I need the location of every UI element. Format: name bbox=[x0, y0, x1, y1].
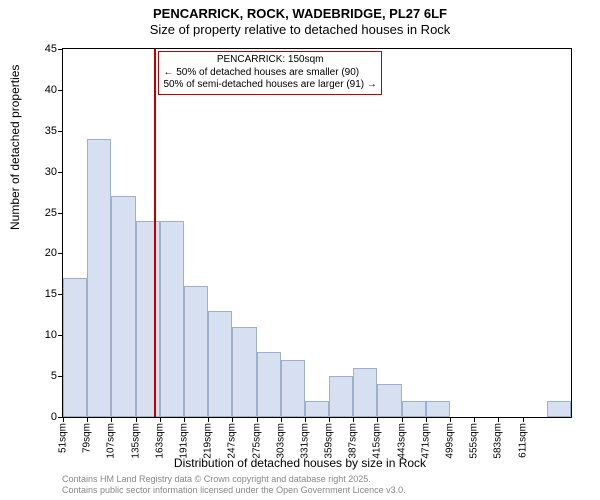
x-tick-mark bbox=[257, 417, 258, 422]
attribution-line: Contains public sector information licen… bbox=[62, 485, 406, 496]
x-tick-label: 275sqm bbox=[251, 423, 262, 459]
x-tick-label: 247sqm bbox=[227, 423, 238, 459]
x-tick-mark bbox=[498, 417, 499, 422]
y-tick-mark bbox=[58, 172, 63, 173]
histogram-bar bbox=[63, 278, 87, 417]
y-tick-mark bbox=[58, 253, 63, 254]
x-tick-mark bbox=[329, 417, 330, 422]
y-axis-label: Number of detached properties bbox=[8, 65, 22, 230]
chart-container: PENCARRICK, ROCK, WADEBRIDGE, PL27 6LF S… bbox=[0, 0, 600, 500]
x-tick-label: 79sqm bbox=[82, 423, 93, 453]
histogram-bar bbox=[87, 139, 111, 417]
x-tick-label: 191sqm bbox=[178, 423, 189, 459]
x-tick-label: 415sqm bbox=[372, 423, 383, 459]
x-tick-label: 163sqm bbox=[154, 423, 165, 459]
x-tick-label: 583sqm bbox=[493, 423, 504, 459]
x-axis-label: Distribution of detached houses by size … bbox=[0, 456, 600, 470]
histogram-bar bbox=[353, 368, 377, 417]
annotation-box: PENCARRICK: 150sqm← 50% of detached hous… bbox=[158, 51, 381, 95]
histogram-bar bbox=[281, 360, 305, 417]
y-tick-mark bbox=[58, 131, 63, 132]
x-tick-mark bbox=[377, 417, 378, 422]
x-tick-mark bbox=[305, 417, 306, 422]
x-tick-mark bbox=[281, 417, 282, 422]
y-tick-mark bbox=[58, 49, 63, 50]
annotation-line: PENCARRICK: 150sqm bbox=[163, 54, 376, 67]
histogram-bar bbox=[160, 221, 184, 417]
attribution-text: Contains HM Land Registry data © Crown c… bbox=[62, 474, 406, 496]
x-tick-mark bbox=[208, 417, 209, 422]
x-tick-label: 471sqm bbox=[420, 423, 431, 459]
reference-line bbox=[154, 49, 156, 417]
histogram-bar bbox=[208, 311, 232, 417]
histogram-bar bbox=[136, 221, 160, 417]
title-block: PENCARRICK, ROCK, WADEBRIDGE, PL27 6LF S… bbox=[0, 0, 600, 37]
x-tick-label: 303sqm bbox=[275, 423, 286, 459]
x-tick-label: 331sqm bbox=[299, 423, 310, 459]
x-tick-label: 135sqm bbox=[130, 423, 141, 459]
histogram-bar bbox=[184, 286, 208, 417]
x-tick-mark bbox=[184, 417, 185, 422]
x-tick-label: 443sqm bbox=[396, 423, 407, 459]
x-tick-label: 51sqm bbox=[58, 423, 69, 453]
histogram-bar bbox=[257, 352, 281, 417]
histogram-bar bbox=[547, 401, 571, 417]
x-tick-label: 555sqm bbox=[469, 423, 480, 459]
histogram-bar bbox=[402, 401, 426, 417]
chart-title: PENCARRICK, ROCK, WADEBRIDGE, PL27 6LF bbox=[0, 6, 600, 21]
x-tick-mark bbox=[160, 417, 161, 422]
x-tick-mark bbox=[136, 417, 137, 422]
x-tick-mark bbox=[523, 417, 524, 422]
x-tick-mark bbox=[63, 417, 64, 422]
x-tick-label: 359sqm bbox=[324, 423, 335, 459]
histogram-bar bbox=[426, 401, 450, 417]
histogram-bar bbox=[377, 384, 401, 417]
x-tick-mark bbox=[232, 417, 233, 422]
x-tick-mark bbox=[426, 417, 427, 422]
histogram-bar bbox=[329, 376, 353, 417]
x-tick-mark bbox=[353, 417, 354, 422]
y-tick-mark bbox=[58, 213, 63, 214]
x-tick-label: 611sqm bbox=[517, 423, 528, 458]
histogram-bar bbox=[232, 327, 256, 417]
chart-subtitle: Size of property relative to detached ho… bbox=[0, 22, 600, 37]
histogram-bar bbox=[305, 401, 329, 417]
x-tick-mark bbox=[87, 417, 88, 422]
x-tick-mark bbox=[402, 417, 403, 422]
x-tick-label: 387sqm bbox=[348, 423, 359, 459]
annotation-line: 50% of semi-detached houses are larger (… bbox=[163, 79, 376, 92]
y-tick-mark bbox=[58, 90, 63, 91]
histogram-bar bbox=[111, 196, 135, 417]
x-tick-label: 107sqm bbox=[106, 423, 117, 459]
x-tick-mark bbox=[450, 417, 451, 422]
x-tick-label: 219sqm bbox=[203, 423, 214, 459]
x-tick-mark bbox=[111, 417, 112, 422]
annotation-line: ← 50% of detached houses are smaller (90… bbox=[163, 67, 376, 80]
x-tick-mark bbox=[474, 417, 475, 422]
x-tick-label: 499sqm bbox=[445, 423, 456, 459]
plot-area: 05101520253035404551sqm79sqm107sqm135sqm… bbox=[62, 48, 572, 418]
attribution-line: Contains HM Land Registry data © Crown c… bbox=[62, 474, 406, 485]
